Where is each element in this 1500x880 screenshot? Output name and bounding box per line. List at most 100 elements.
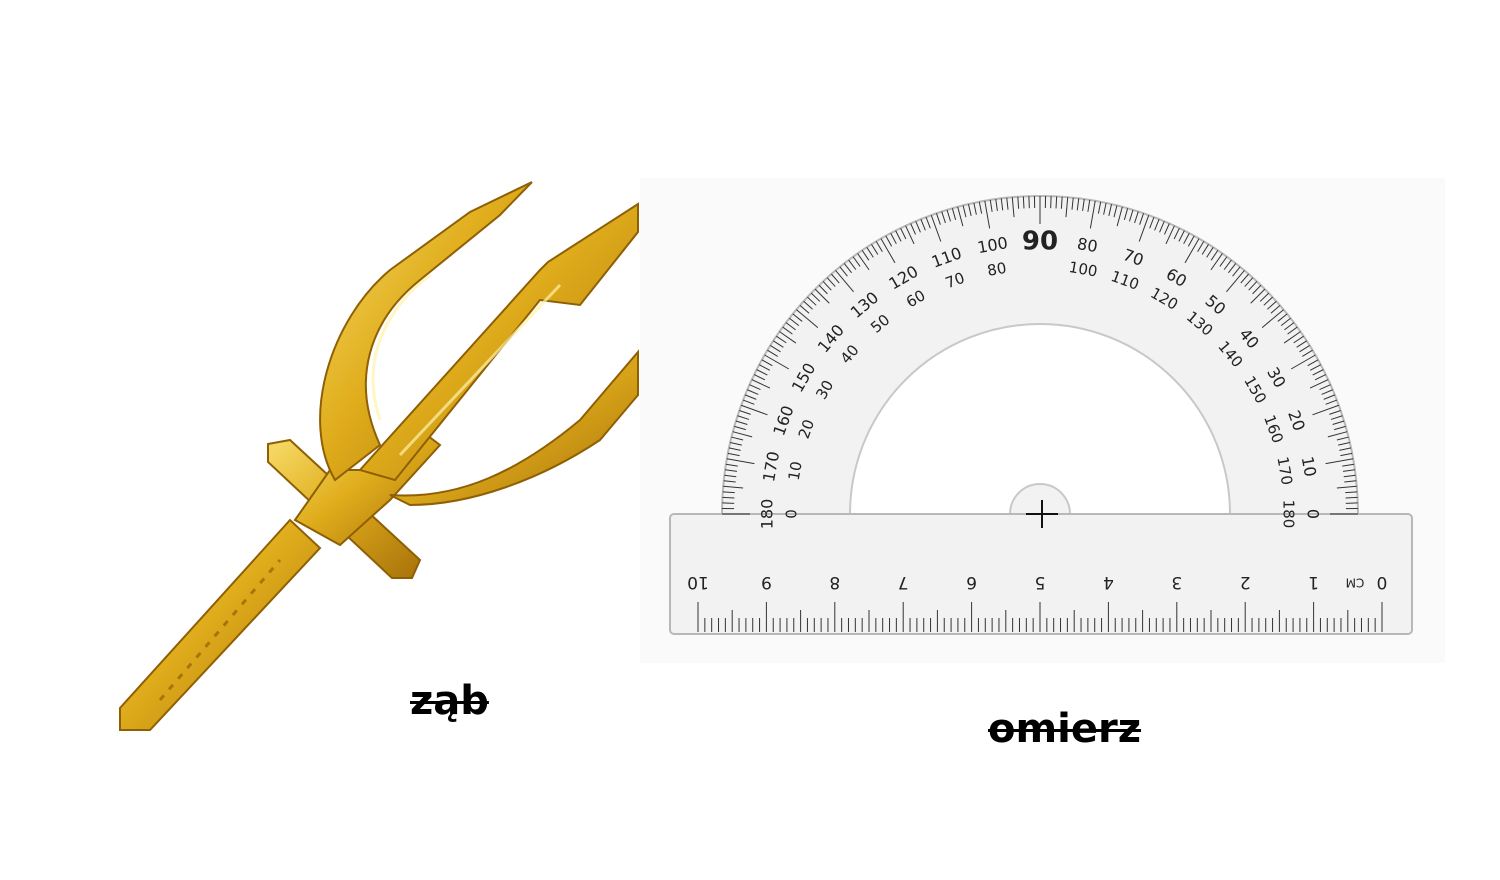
degree-tick xyxy=(1065,197,1069,218)
degree-tick xyxy=(935,213,941,225)
degree-tick xyxy=(1006,197,1009,210)
degree-tick xyxy=(1336,436,1349,441)
degree-tick xyxy=(1116,206,1123,227)
degree-tick xyxy=(814,288,830,304)
trident-middle-prong xyxy=(358,202,639,482)
degree-tick xyxy=(1139,213,1145,225)
degree-tick xyxy=(1336,485,1357,489)
degree-tick xyxy=(978,201,983,214)
degree-tick xyxy=(1000,198,1004,211)
degree-tick xyxy=(1293,335,1304,344)
degree-tick xyxy=(1173,227,1180,240)
degree-tick xyxy=(1187,235,1195,247)
degree-label: 20 xyxy=(795,417,818,441)
degree-tick xyxy=(749,384,761,390)
degree-label: 10 xyxy=(1298,455,1320,478)
ruler-label: 1 xyxy=(1308,572,1319,592)
degree-tick xyxy=(737,415,750,420)
degree-tick xyxy=(722,496,735,499)
ruler-label: 8 xyxy=(829,572,840,592)
degree-tick xyxy=(1201,244,1209,255)
degree-tick xyxy=(742,399,755,405)
degree-tick xyxy=(796,309,819,328)
degree-tick xyxy=(1261,309,1284,328)
degree-tick xyxy=(905,225,915,245)
degree-label: 90 xyxy=(1022,227,1058,257)
degree-tick xyxy=(880,238,896,264)
degree-label: 80 xyxy=(1076,234,1099,256)
degree-tick xyxy=(1339,447,1352,451)
protractor-degree-ticks xyxy=(722,196,1358,515)
degree-tick xyxy=(1263,296,1273,306)
degree-tick xyxy=(1103,202,1107,215)
trident-shaft xyxy=(119,518,322,731)
degree-tick xyxy=(1219,256,1228,267)
ruler-labels: 10 9 8 7 6 5 4 3 2 1 0CM xyxy=(687,572,1387,592)
trident-image xyxy=(119,181,639,731)
degree-tick xyxy=(723,480,736,483)
degree-tick xyxy=(1299,345,1310,353)
degree-tick xyxy=(1340,452,1353,457)
degree-tick xyxy=(989,199,993,212)
degree-tick xyxy=(776,335,787,344)
degree-tick xyxy=(1345,496,1358,499)
ruler-label: 2 xyxy=(1240,572,1251,592)
degree-tick xyxy=(839,266,848,277)
degree-tick xyxy=(761,359,773,367)
degree-tick xyxy=(1259,292,1270,302)
degree-tick xyxy=(1332,420,1345,426)
degree-tick xyxy=(1312,369,1324,376)
degree-tick xyxy=(1165,225,1175,245)
degree-tick xyxy=(895,230,902,242)
degree-tick xyxy=(725,463,738,467)
degree-tick xyxy=(1178,230,1185,242)
degree-tick xyxy=(1011,197,1015,218)
degree-tick xyxy=(1089,200,1096,229)
degree-tick xyxy=(830,273,840,284)
degree-tick xyxy=(962,205,967,218)
degree-tick xyxy=(1149,216,1155,229)
degree-tick xyxy=(1128,209,1134,222)
degree-tick xyxy=(1321,389,1333,395)
degree-tick xyxy=(1314,374,1327,381)
degree-tick xyxy=(1227,263,1237,274)
degree-tick xyxy=(1334,425,1346,431)
degree-tick xyxy=(1342,463,1355,467)
degree-tick xyxy=(1022,196,1025,209)
degree-tick xyxy=(773,340,784,348)
degree-tick xyxy=(744,394,757,400)
degree-tick xyxy=(734,425,746,431)
degree-label: 180 xyxy=(1280,500,1298,529)
degree-tick xyxy=(799,304,810,314)
degree-tick xyxy=(946,209,952,222)
degree-tick xyxy=(731,436,744,441)
degree-tick xyxy=(1319,384,1331,390)
degree-label: 70 xyxy=(943,269,967,292)
degree-tick xyxy=(1280,317,1291,327)
degree-tick xyxy=(810,292,821,302)
degree-tick xyxy=(1154,218,1160,231)
degree-tick xyxy=(1097,201,1102,214)
degree-tick xyxy=(1210,250,1219,261)
degree-tick xyxy=(1250,288,1266,304)
degree-tick xyxy=(756,369,768,376)
degree-tick xyxy=(1210,253,1223,271)
degree-tick xyxy=(915,221,921,233)
degree-tick xyxy=(1087,199,1091,212)
trident-left-prong xyxy=(319,181,533,482)
degree-tick xyxy=(1296,340,1307,348)
degree-tick xyxy=(843,263,853,274)
degree-tick xyxy=(1197,241,1205,252)
degree-tick xyxy=(1307,359,1319,367)
degree-tick xyxy=(1270,304,1281,314)
degree-tick xyxy=(741,404,768,416)
degree-tick xyxy=(984,200,991,229)
degree-tick xyxy=(782,326,793,335)
degree-tick xyxy=(1344,480,1357,483)
degree-tick xyxy=(973,202,977,215)
caption-trident: ząb xyxy=(410,678,489,724)
degree-tick xyxy=(1323,394,1336,400)
degree-tick xyxy=(1342,469,1355,472)
degree-tick xyxy=(957,206,964,227)
